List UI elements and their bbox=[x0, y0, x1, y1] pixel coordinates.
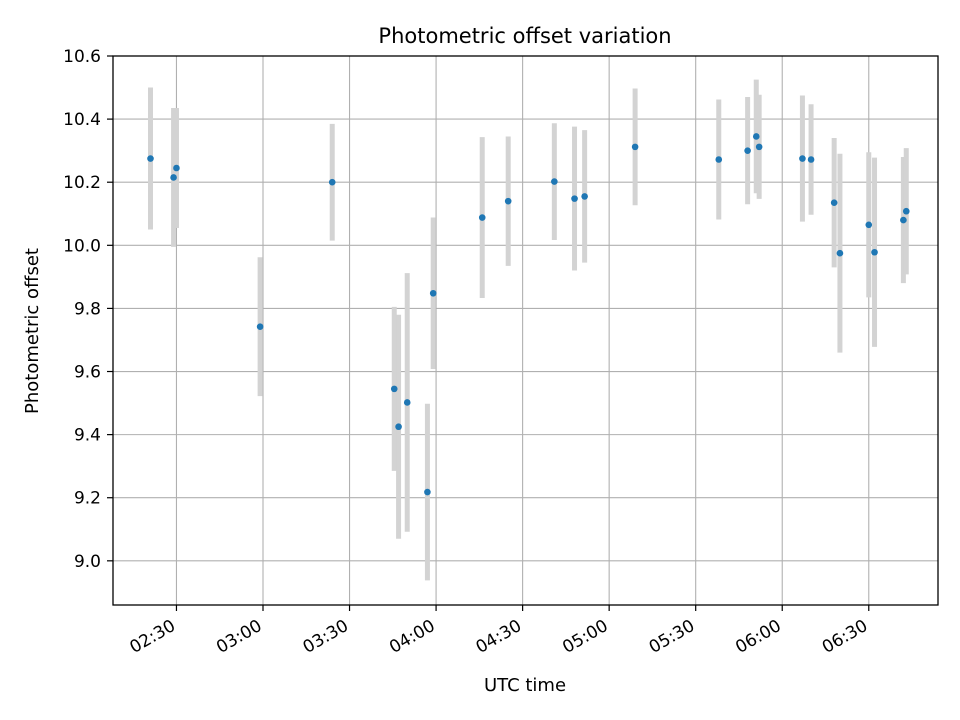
data-point bbox=[715, 156, 723, 163]
data-point bbox=[836, 249, 844, 257]
data-point bbox=[424, 488, 431, 496]
data-point bbox=[256, 323, 264, 331]
y-tick-label: 9.6 bbox=[74, 363, 101, 383]
data-point bbox=[170, 174, 177, 181]
data-point bbox=[744, 147, 751, 154]
data-point bbox=[504, 197, 512, 205]
y-tick-label: 10.0 bbox=[63, 236, 101, 256]
data-points bbox=[147, 133, 910, 496]
data-point bbox=[865, 221, 873, 229]
data-point bbox=[395, 423, 402, 431]
y-tick-label: 9.4 bbox=[74, 426, 101, 446]
y-axis-label: Photometric offset bbox=[22, 248, 43, 414]
data-point bbox=[902, 207, 910, 215]
plot-frame bbox=[112, 55, 939, 606]
grid bbox=[113, 55, 938, 605]
data-point bbox=[752, 133, 760, 140]
data-point bbox=[328, 178, 336, 186]
data-point bbox=[147, 155, 154, 162]
chart-title: Photometric offset variation bbox=[378, 24, 671, 48]
y-axis: 9.0 9.2 9.4 9.6 9.8 10.0 10.2 10.4 10.6 bbox=[63, 47, 113, 572]
y-tick-label: 10.6 bbox=[63, 47, 101, 67]
data-point bbox=[631, 143, 639, 151]
data-point bbox=[429, 289, 437, 297]
data-point bbox=[755, 143, 763, 151]
data-point bbox=[830, 199, 838, 207]
data-point bbox=[581, 193, 588, 200]
y-tick-label: 9.0 bbox=[74, 552, 101, 572]
data-point bbox=[871, 248, 878, 256]
y-tick-label: 9.8 bbox=[74, 299, 101, 319]
data-point bbox=[900, 216, 907, 224]
data-point bbox=[478, 214, 486, 221]
x-axis-label: UTC time bbox=[484, 675, 566, 696]
data-point bbox=[390, 385, 398, 393]
y-tick-label: 10.4 bbox=[63, 110, 101, 130]
data-point bbox=[403, 399, 411, 406]
data-point bbox=[551, 178, 558, 185]
data-point bbox=[799, 155, 806, 162]
data-point bbox=[807, 156, 815, 163]
y-tick-label: 9.2 bbox=[74, 489, 101, 509]
data-point bbox=[571, 195, 578, 202]
data-point bbox=[173, 164, 180, 172]
y-tick-label: 10.2 bbox=[63, 173, 101, 193]
